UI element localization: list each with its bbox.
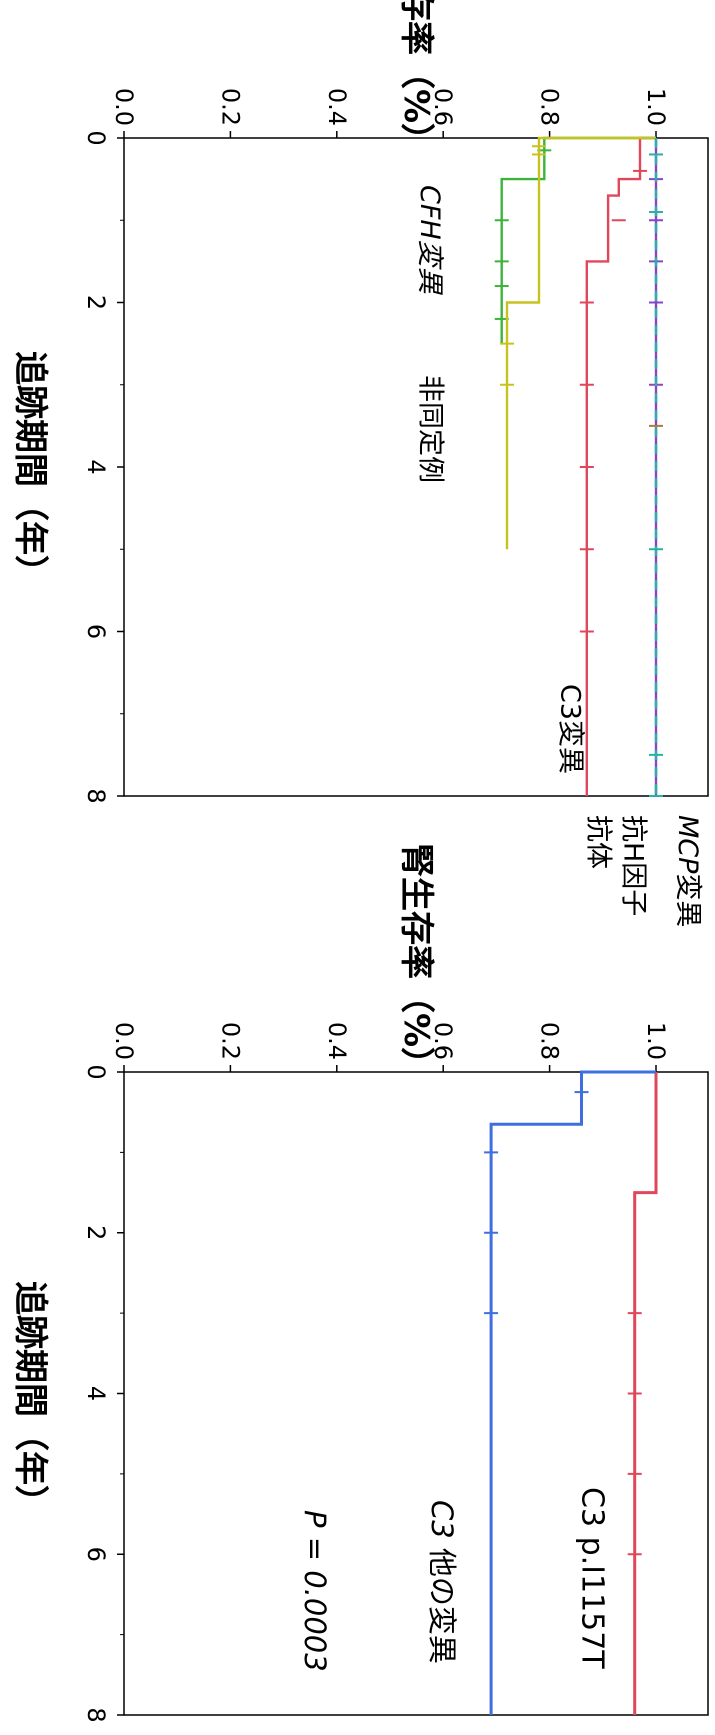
y-tick-label: 0.8 (536, 88, 564, 126)
series-top (494, 136, 663, 797)
y-tick-label: 1.0 (642, 88, 670, 126)
chart-bottom: 0.0 0.2 0.4 0.6 0.8 1.0 0 2 4 6 8 腎生存率（%） 追跡期間（年）… (10, 843, 709, 1723)
series-bottom (484, 1070, 658, 1715)
x-tick-label: 4 (82, 1386, 110, 1401)
x-tick-labels-top: 0 2 4 6 8 (82, 130, 110, 803)
x-tick-label: 2 (82, 1225, 110, 1240)
y-tick-label: 0.6 (429, 88, 457, 126)
label-c3: C3変異 (555, 684, 586, 774)
y-tick-label: 0.2 (216, 1022, 244, 1060)
y-tick-label: 1.0 (642, 1022, 670, 1060)
label-cfh: CFH変異 (415, 185, 446, 296)
series-line-p1157t (633, 1072, 658, 1715)
x-axis-title-bottom: 追跡期間（年） (10, 1281, 50, 1519)
x-axis-title-top: 追跡期間（年） (10, 351, 50, 589)
label-pvalue: P = 0.0003 (298, 1510, 332, 1672)
x-tick-label: 6 (82, 1547, 110, 1562)
series-line-nonid (505, 136, 656, 550)
y-tick-label: 0.4 (323, 1022, 351, 1060)
x-tick-label: 6 (82, 624, 110, 639)
y-tick-labels-bottom: 0.0 0.2 0.4 0.6 0.8 1.0 (110, 1022, 670, 1060)
series-line-other_c3 (489, 1070, 656, 1715)
plot-frame-bottom (123, 1071, 709, 1716)
y-tick-label: 0.0 (110, 1022, 138, 1060)
label-mcp: MCP変異 (673, 815, 704, 927)
x-tick-labels-bottom: 0 2 4 6 8 (82, 1064, 110, 1722)
x-tick-label: 0 (82, 130, 110, 145)
x-tick-label: 8 (82, 1707, 110, 1722)
x-tick-label: 8 (82, 788, 110, 803)
label-p1157t: C3 p.I1157T (575, 1487, 610, 1669)
y-tick-label: 0.0 (110, 88, 138, 126)
y-tick-label: 0.2 (216, 88, 244, 126)
label-nonid: 非同定例 (415, 375, 446, 483)
x-tick-label: 0 (82, 1064, 110, 1079)
tick-marks-bottom (117, 1065, 657, 1716)
x-tick-label: 2 (82, 295, 110, 310)
series-line-c3 (585, 136, 656, 796)
label-other-c3: C3 他の変異 (425, 1500, 459, 1664)
y-axis-title-top: 腎生存率（%） (396, 0, 436, 157)
y-tick-labels-top: 0.0 0.2 0.4 0.6 0.8 1.0 (110, 88, 670, 126)
y-axis-title-bottom: 腎生存率（%） (396, 843, 436, 1081)
label-antiH-line2: 抗体 (583, 815, 614, 869)
series-line-cfh (500, 136, 656, 344)
y-tick-label: 0.4 (323, 88, 351, 126)
y-tick-label: 0.8 (536, 1022, 564, 1060)
y-tick-label: 0.6 (429, 1022, 457, 1060)
x-tick-label: 4 (82, 459, 110, 474)
label-antiH-line1: 抗H因子 (618, 815, 649, 916)
chart-top: 0.0 0.2 0.4 0.6 0.8 1.0 0 2 4 6 8 腎生存率（%） 追跡期間（年）… (10, 0, 709, 927)
